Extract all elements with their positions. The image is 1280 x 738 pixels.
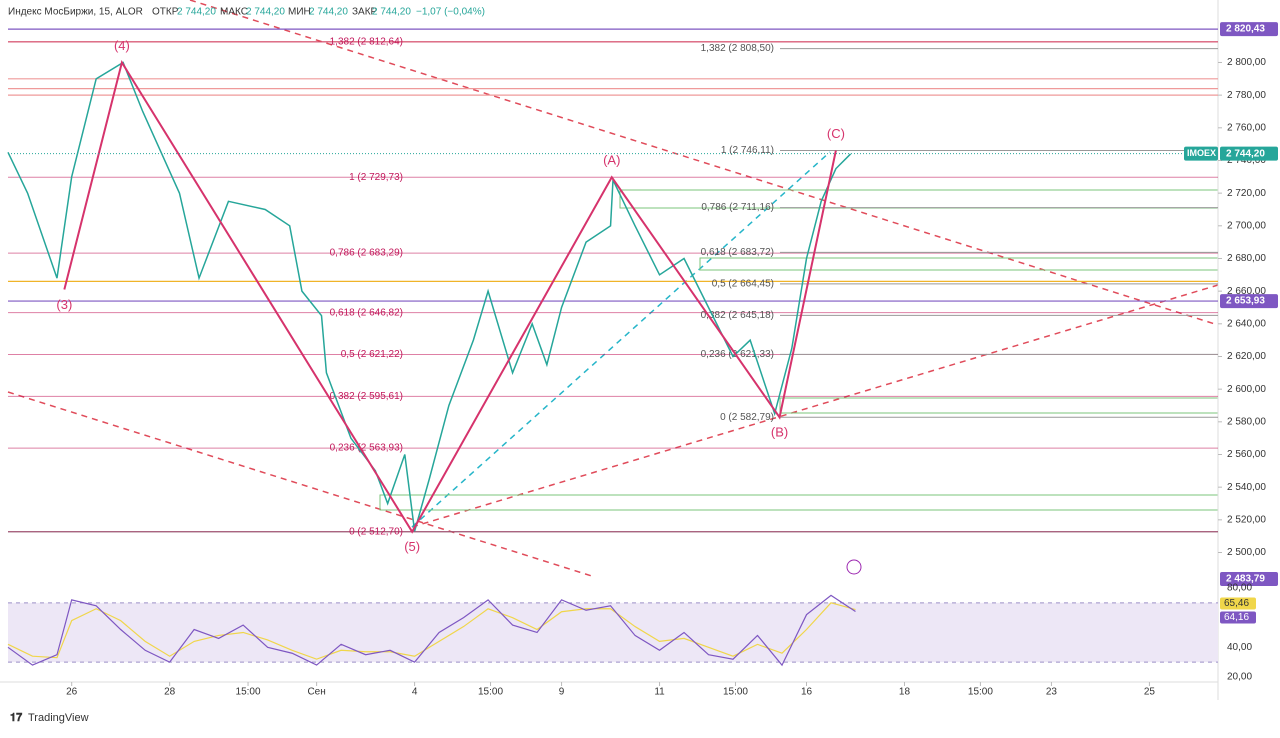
rsi-tick-label: 20,00	[1227, 672, 1252, 683]
y-tick-label: 2 520,00	[1227, 514, 1266, 525]
y-tick-label: 2 800,00	[1227, 57, 1266, 68]
fib-label: 0,786 (2 683,29)	[330, 248, 403, 259]
fib-label: 1,382 (2 808,50)	[701, 43, 774, 54]
zone	[779, 397, 1219, 414]
wave-label: (5)	[404, 539, 420, 554]
y-tick-label: 2 620,00	[1227, 351, 1266, 362]
x-tick-label: Сен	[307, 687, 325, 698]
x-tick-label: 16	[801, 687, 813, 698]
header-title: Индекс МосБиржи, 15, ALOR	[8, 7, 143, 18]
y-tick-label: 2 700,00	[1227, 220, 1266, 231]
wave-label: (3)	[56, 297, 72, 312]
fib-label: 0,786 (2 711,16)	[701, 202, 774, 213]
fib-label: 0,618 (2 646,82)	[330, 307, 403, 318]
price-line	[7, 61, 852, 532]
rsi-tick-label: 80,00	[1227, 583, 1252, 594]
x-tick-label: 26	[66, 687, 78, 698]
rsi-badge-label: 65,46	[1224, 598, 1249, 609]
trend-line	[189, 0, 1219, 326]
fib-label: 1 (2 746,11)	[721, 145, 774, 156]
y-tick-label: 2 780,00	[1227, 90, 1266, 101]
y-tick-label: 2 540,00	[1227, 482, 1266, 493]
x-tick-label: 15:00	[968, 687, 993, 698]
y-tick-label: 2 580,00	[1227, 416, 1266, 427]
price-badge-label: 2 820,43	[1226, 24, 1265, 35]
zone	[699, 257, 1219, 271]
header-value: 2 744,20	[309, 7, 348, 18]
rsi-badge-label: 64,16	[1224, 612, 1249, 623]
x-tick-label: 28	[164, 687, 176, 698]
alert-icon[interactable]	[846, 559, 862, 575]
wave-label: (B)	[771, 425, 788, 440]
price-badge	[1220, 22, 1278, 37]
logo: 𝟏𝟕	[10, 712, 23, 724]
series-tag-label: IMOEX	[1187, 148, 1216, 158]
y-tick-label: 2 600,00	[1227, 384, 1266, 395]
y-tick-label: 2 560,00	[1227, 449, 1266, 460]
x-tick-label: 18	[899, 687, 911, 698]
price-badge-label: 2 483,79	[1226, 574, 1265, 585]
trend-line	[7, 391, 596, 578]
price-badge-label: 2 744,20	[1226, 148, 1265, 159]
x-tick-label: 15:00	[478, 687, 503, 698]
header-label: МИН	[288, 7, 311, 18]
price-badge	[1220, 571, 1278, 586]
fib-label: 0,382 (2 645,18)	[701, 310, 774, 321]
header-value: 2 744,20	[177, 7, 216, 18]
footer-brand: TradingView	[28, 712, 89, 724]
y-tick-label: 2 660,00	[1227, 286, 1266, 297]
trend-line	[411, 284, 1219, 528]
wave-label: (A)	[603, 153, 620, 168]
price-badge-label: 2 653,93	[1226, 296, 1265, 307]
fib-label: 0,5 (2 621,22)	[341, 349, 403, 360]
fib-label: 1,382 (2 812,64)	[330, 36, 403, 47]
y-tick-label: 2 500,00	[1227, 547, 1266, 558]
wave-label: (4)	[114, 38, 130, 53]
rsi-line	[7, 594, 856, 667]
x-tick-label: 4	[412, 687, 418, 698]
header-change: −1,07 (−0,04%)	[416, 7, 485, 18]
y-tick-label: 2 740,00	[1227, 155, 1266, 166]
header-value: 2 744,20	[246, 7, 285, 18]
fib-label: 0 (2 512,70)	[349, 526, 403, 537]
x-tick-label: 23	[1046, 687, 1058, 698]
y-tick-label: 2 640,00	[1227, 318, 1266, 329]
fib-label: 0,382 (2 595,61)	[330, 391, 403, 402]
header-label: ЗАКР	[352, 7, 378, 18]
header-value: 2 744,20	[372, 7, 411, 18]
rsi-signal	[7, 602, 856, 660]
series-tag	[1184, 146, 1218, 161]
x-tick-label: 9	[559, 687, 565, 698]
rsi-tick-label: 40,00	[1227, 642, 1252, 653]
zone	[379, 494, 1219, 511]
price-badge	[1220, 294, 1278, 309]
y-tick-label: 2 680,00	[1227, 253, 1266, 264]
fib-label: 0 (2 582,79)	[720, 412, 774, 423]
price-badge	[1220, 146, 1278, 161]
header-label: ОТКР	[152, 7, 179, 18]
fib-label: 0,236 (2 621,33)	[701, 349, 774, 360]
y-tick-label: 2 760,00	[1227, 122, 1266, 133]
x-tick-label: 15:00	[236, 687, 261, 698]
y-tick-label: 2 720,00	[1227, 188, 1266, 199]
x-tick-label: 15:00	[723, 687, 748, 698]
fib-label: 0,236 (2 563,93)	[330, 443, 403, 454]
rsi-band	[8, 602, 1218, 663]
wave-label: (C)	[827, 126, 845, 141]
rsi-badge	[1220, 611, 1256, 624]
trend-line	[411, 151, 831, 528]
rsi-badge	[1220, 597, 1256, 610]
fib-label: 0,5 (2 664,45)	[712, 279, 774, 290]
x-tick-label: 25	[1144, 687, 1156, 698]
x-tick-label: 11	[654, 687, 665, 698]
fib-label: 0,618 (2 683,72)	[701, 247, 774, 258]
wave-path	[63, 59, 837, 534]
fib-label: 1 (2 729,73)	[349, 172, 403, 183]
header-label: МАКС	[220, 7, 248, 18]
